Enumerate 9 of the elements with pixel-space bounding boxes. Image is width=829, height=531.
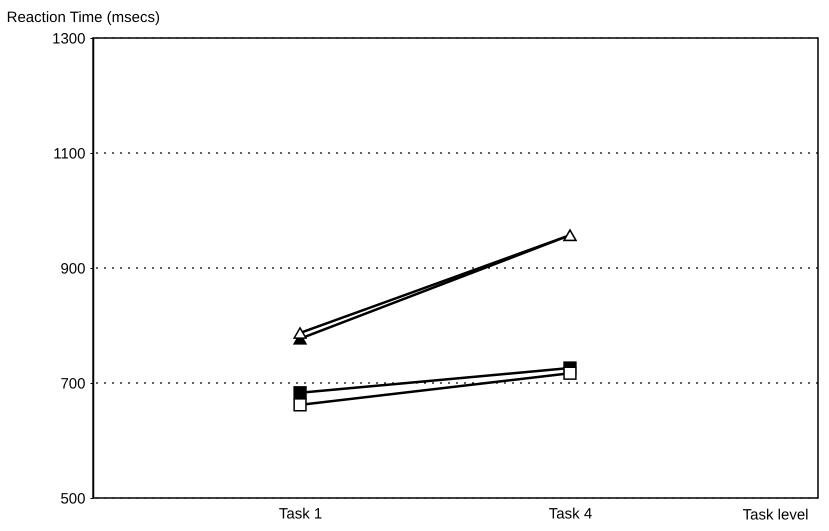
y-tick-label: 700 xyxy=(60,376,86,392)
x-axis-title: Task level xyxy=(742,506,808,524)
y-tick-label: 500 xyxy=(60,490,86,508)
y-tick-label: 1100 xyxy=(53,146,86,162)
y-tick-label: 1300 xyxy=(52,30,86,48)
y-axis-title: Reaction Time (msecs) xyxy=(6,9,160,26)
x-tick-label: Task 1 xyxy=(278,506,322,522)
y-tick-label: 900 xyxy=(60,260,86,278)
x-tick-label: Task 4 xyxy=(548,506,592,522)
